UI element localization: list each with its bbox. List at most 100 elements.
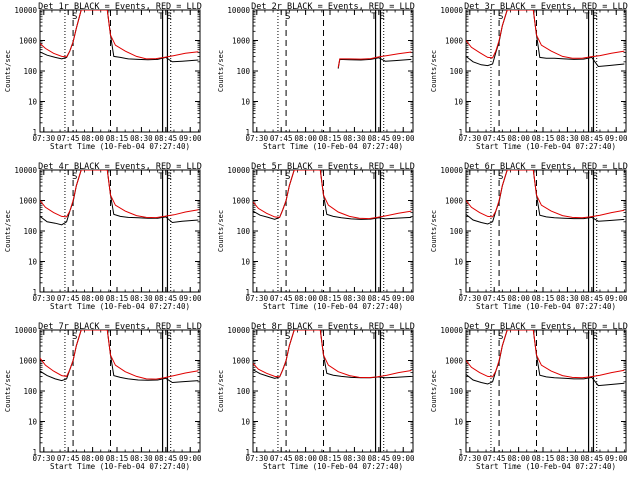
- y-tick-label: 10000: [440, 326, 463, 335]
- x-tick-label: 07:45: [270, 454, 293, 463]
- y-tick-label: 10000: [227, 166, 250, 175]
- x-axis-label: Start Time (10-Feb-04 07:27:40): [476, 462, 616, 471]
- plot-frame: [252, 329, 414, 453]
- y-tick-label: 1000: [19, 37, 38, 46]
- marker-letter: T: [371, 12, 377, 22]
- x-tick-label: 08:45: [368, 134, 391, 143]
- panel-det-9: Det 9r BLACK = Events, RED = LLD 1 10 100 10…: [430, 322, 628, 471]
- events-series-line: [466, 330, 625, 387]
- plot-frame: [252, 9, 414, 133]
- y-tick-label: 100: [23, 227, 37, 236]
- marker-letter: T: [584, 172, 590, 182]
- plot-title: Det 6r BLACK = Events, RED = LLD: [464, 162, 628, 172]
- marker-letter: E: [592, 172, 597, 182]
- plot-title: Det 8r BLACK = Events, RED = LLD: [251, 322, 415, 332]
- marker-letter: S: [498, 12, 503, 22]
- y-tick-label: 100: [449, 227, 463, 236]
- x-tick-label: 08:45: [581, 294, 604, 303]
- x-tick-label: 07:45: [483, 134, 506, 143]
- x-tick-label: 08:30: [130, 454, 153, 463]
- y-tick-label: 10: [28, 258, 38, 267]
- x-tick-label: 08:15: [319, 454, 342, 463]
- y-tick-label: 10: [28, 418, 38, 427]
- y-tick-label: 1000: [445, 37, 464, 46]
- marker-letter: S: [498, 172, 503, 182]
- x-tick-label: 08:15: [106, 454, 129, 463]
- events-series-line: [466, 170, 625, 225]
- lld-series-line: [466, 330, 625, 379]
- y-tick-label: 100: [236, 387, 250, 396]
- y-tick-label: 100: [236, 227, 250, 236]
- x-tick-label: 08:30: [556, 454, 579, 463]
- x-tick-label: 08:45: [581, 454, 604, 463]
- x-tick-label: 09:00: [392, 294, 415, 303]
- x-axis-label: Start Time (10-Feb-04 07:27:40): [476, 142, 616, 151]
- plot-frame: [39, 9, 201, 133]
- marker-letter: E: [379, 12, 384, 22]
- marker-letter: E: [166, 332, 171, 342]
- x-tick-label: 07:45: [483, 454, 506, 463]
- y-tick-label: 1000: [19, 197, 38, 206]
- x-tick-label: 07:30: [459, 134, 482, 143]
- x-tick-label: 08:30: [556, 134, 579, 143]
- y-tick-label: 1000: [445, 197, 464, 206]
- marker-letter: S: [72, 12, 77, 22]
- marker-letter: T: [158, 172, 164, 182]
- y-tick-label: 10000: [440, 166, 463, 175]
- y-tick-label: 10000: [14, 6, 37, 15]
- x-tick-label: 07:45: [57, 454, 80, 463]
- x-tick-label: 08:30: [343, 454, 366, 463]
- marker-letter: T: [584, 12, 590, 22]
- x-tick-label: 08:00: [507, 294, 530, 303]
- x-tick-label: 08:15: [106, 294, 129, 303]
- x-tick-label: 08:00: [294, 294, 317, 303]
- x-tick-label: 09:00: [179, 134, 202, 143]
- marker-letter: T: [584, 332, 590, 342]
- plot-frame: [465, 169, 627, 293]
- y-tick-label: 10000: [14, 166, 37, 175]
- plot-title: Det 7r BLACK = Events, RED = LLD: [38, 322, 202, 332]
- x-axis-label: Start Time (10-Feb-04 07:27:40): [263, 142, 403, 151]
- y-tick-label: 10: [454, 418, 464, 427]
- x-tick-label: 09:00: [179, 454, 202, 463]
- x-tick-label: 07:30: [459, 454, 482, 463]
- marker-letter: S: [498, 332, 503, 342]
- panel-det-6: Det 6r BLACK = Events, RED = LLD 1 10 100 10…: [430, 162, 628, 311]
- y-tick-label: 1: [458, 128, 463, 137]
- y-tick-label: 1: [245, 448, 250, 457]
- plot-title: Det 9r BLACK = Events, RED = LLD: [464, 322, 628, 332]
- x-tick-label: 07:30: [33, 454, 56, 463]
- marker-letter: E: [379, 332, 384, 342]
- x-tick-label: 07:30: [33, 294, 56, 303]
- y-tick-label: 1000: [232, 197, 251, 206]
- x-tick-label: 08:00: [507, 454, 530, 463]
- x-tick-label: 07:30: [459, 294, 482, 303]
- y-tick-label: 100: [23, 67, 37, 76]
- plot-title: Det 4r BLACK = Events, RED = LLD: [38, 162, 202, 172]
- x-tick-label: 09:00: [179, 294, 202, 303]
- y-tick-label: 1: [32, 128, 37, 137]
- plot-frame: [465, 9, 627, 133]
- marker-letter: E: [166, 172, 171, 182]
- marker-letter: E: [592, 12, 597, 22]
- lld-series-line: [466, 10, 625, 59]
- y-tick-label: 100: [236, 67, 250, 76]
- x-tick-label: 09:00: [392, 134, 415, 143]
- x-tick-label: 08:00: [81, 294, 104, 303]
- events-series-line: [40, 10, 199, 63]
- y-axis-label: Counts/sec: [430, 210, 438, 252]
- y-tick-label: 1: [458, 448, 463, 457]
- x-tick-label: 08:00: [507, 134, 530, 143]
- plot-title: Det 1r BLACK = Events, RED = LLD: [38, 2, 202, 12]
- x-axis-label: Start Time (10-Feb-04 07:27:40): [50, 142, 190, 151]
- x-tick-label: 09:00: [392, 454, 415, 463]
- x-tick-label: 08:15: [319, 134, 342, 143]
- x-tick-label: 08:30: [343, 134, 366, 143]
- marker-letter: T: [158, 332, 164, 342]
- x-tick-label: 07:30: [33, 134, 56, 143]
- x-tick-label: 08:15: [532, 454, 555, 463]
- x-axis-label: Start Time (10-Feb-04 07:27:40): [263, 302, 403, 311]
- y-tick-label: 10: [241, 418, 251, 427]
- events-series-line: [253, 330, 412, 379]
- x-tick-label: 08:00: [81, 134, 104, 143]
